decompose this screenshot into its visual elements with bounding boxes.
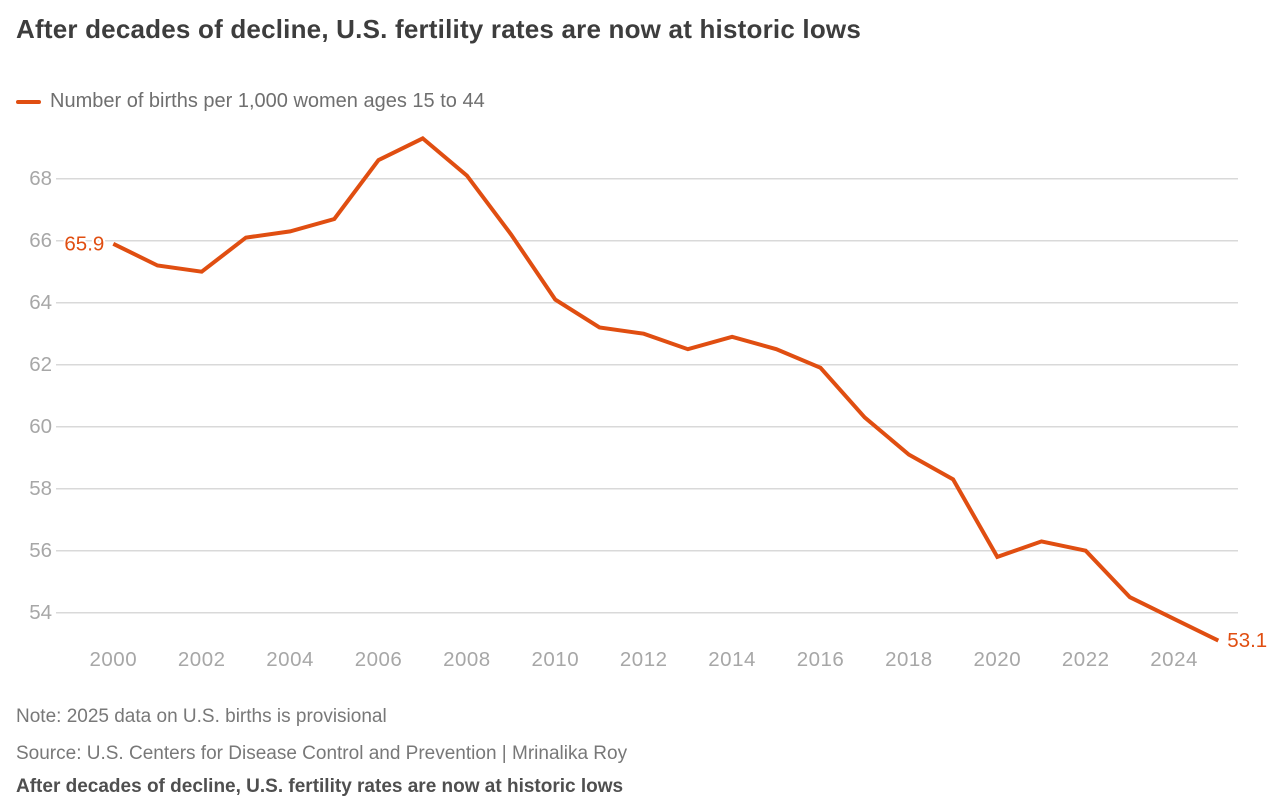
- x-tick-label: 2010: [531, 648, 579, 671]
- x-tick-label: 2006: [355, 648, 403, 671]
- x-tick-label: 2000: [89, 648, 137, 671]
- x-tick-label: 2004: [266, 648, 314, 671]
- legend-line-swatch: [16, 99, 41, 104]
- footer-note: Note: 2025 data on U.S. births is provis…: [16, 706, 387, 727]
- end-value-label: 53.1: [1227, 629, 1267, 652]
- x-tick-label: 2008: [443, 648, 491, 671]
- legend-label: Number of births per 1,000 women ages 15…: [50, 90, 485, 112]
- fertility-chart: 54 56 58 60 62 64 66 68 2000 2002 2004 2006 2008 2010…: [29, 136, 1269, 671]
- footer-headline: After decades of decline, U.S. fertility…: [16, 776, 624, 797]
- x-tick-label: 2024: [1150, 648, 1198, 671]
- y-tick-label: 66: [29, 229, 52, 252]
- x-tick-label: 2002: [178, 648, 226, 671]
- y-tick-label: 64: [29, 291, 52, 314]
- y-tick-label: 62: [29, 353, 52, 376]
- start-value-label: 65.9: [64, 232, 104, 255]
- legend: Number of births per 1,000 women ages 15…: [16, 90, 485, 113]
- y-tick-label: 68: [29, 167, 52, 190]
- x-tick-label: 2012: [620, 648, 668, 671]
- x-tick-label: 2018: [885, 648, 933, 671]
- y-tick-label: 58: [29, 477, 52, 500]
- x-tick-label: 2016: [797, 648, 845, 671]
- fertility-rate-line: [112, 136, 1220, 643]
- x-tick-label: 2022: [1062, 648, 1110, 671]
- footer-source: Source: U.S. Centers for Disease Control…: [16, 743, 628, 764]
- y-tick-label: 54: [29, 601, 52, 624]
- x-tick-label: 2020: [973, 648, 1021, 671]
- x-tick-label: 2014: [708, 648, 756, 671]
- y-tick-label: 56: [29, 539, 52, 562]
- chart-title: After decades of decline, U.S. fertility…: [16, 14, 861, 44]
- y-tick-label: 60: [29, 415, 52, 438]
